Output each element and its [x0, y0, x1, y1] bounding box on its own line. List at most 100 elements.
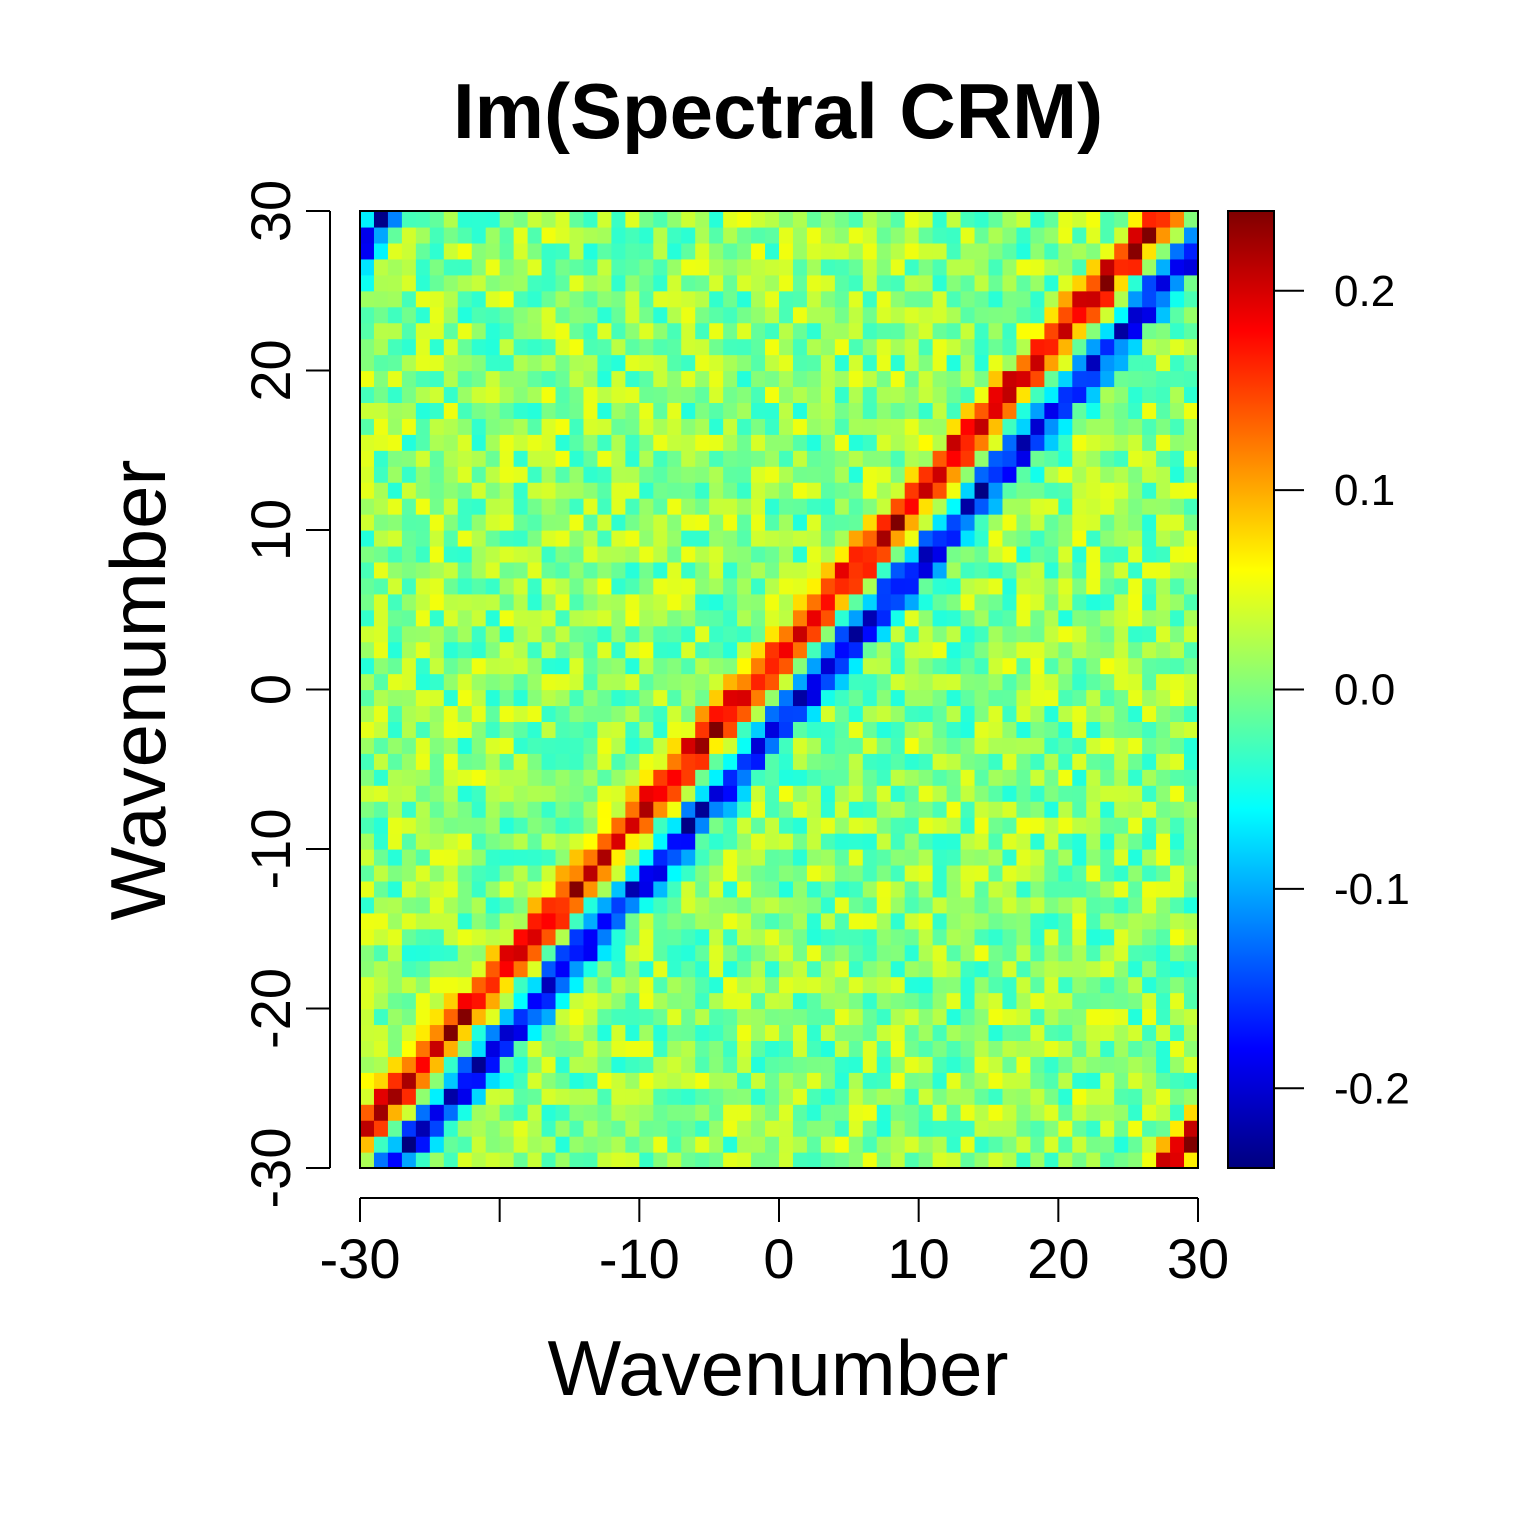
heatmap-cell — [527, 226, 543, 244]
heatmap-cell — [373, 386, 389, 403]
heatmap-cell — [1030, 769, 1045, 786]
heatmap-cell — [779, 1008, 794, 1026]
heatmap-cell — [667, 976, 682, 994]
heatmap-cell — [1156, 274, 1171, 292]
heatmap-cell — [820, 657, 836, 675]
heatmap-cell — [527, 386, 543, 403]
heatmap-cell — [401, 1088, 417, 1105]
heatmap-cell — [1170, 641, 1185, 659]
heatmap-cell — [1184, 370, 1199, 388]
heatmap-cell — [541, 290, 557, 308]
heatmap-cell — [1114, 992, 1129, 1010]
heatmap-cell — [1114, 960, 1129, 978]
heatmap-cell — [429, 530, 445, 547]
heatmap-cell — [1030, 306, 1045, 324]
heatmap-cell — [848, 450, 864, 467]
heatmap-cell — [401, 418, 417, 435]
heatmap-cell — [1030, 960, 1045, 978]
heatmap-cell — [597, 705, 612, 722]
heatmap-cell — [737, 593, 752, 611]
heatmap-cell — [1072, 258, 1087, 276]
heatmap-cell — [387, 801, 403, 818]
heatmap-cell — [597, 849, 612, 866]
heatmap-cell — [1058, 514, 1073, 531]
heatmap-cell — [695, 737, 710, 754]
heatmap-cell — [974, 641, 990, 659]
heatmap-cell — [401, 833, 417, 850]
heatmap-cell — [485, 1008, 501, 1026]
heatmap-cell — [974, 960, 990, 978]
heatmap-cell — [667, 1072, 682, 1089]
heatmap-cell — [1072, 577, 1087, 595]
heatmap-cell — [513, 290, 529, 308]
heatmap-cell — [695, 1024, 710, 1041]
heatmap-cell — [611, 1072, 626, 1089]
heatmap-cell — [457, 530, 473, 547]
heatmap-cell — [597, 466, 612, 483]
heatmap-cell — [387, 450, 403, 467]
heatmap-cell — [569, 561, 585, 579]
heatmap-cell — [890, 785, 906, 802]
heatmap-cell — [415, 689, 431, 707]
heatmap-cell — [1030, 593, 1045, 611]
heatmap-cell — [806, 705, 822, 722]
heatmap-cell — [1170, 1088, 1185, 1105]
heatmap-cell — [792, 705, 808, 722]
heatmap-cell — [988, 864, 1004, 882]
heatmap-cell — [751, 258, 766, 276]
heatmap-cell — [527, 785, 543, 802]
heatmap-cell — [820, 402, 836, 419]
heatmap-cell — [597, 306, 612, 324]
heatmap-cell — [695, 290, 710, 308]
heatmap-cell — [695, 514, 710, 531]
heatmap-cell — [695, 1008, 710, 1026]
heatmap-cell — [373, 976, 389, 994]
heatmap-cell — [555, 545, 571, 563]
heatmap-cell — [485, 928, 501, 946]
heatmap-cell — [1156, 514, 1171, 531]
heatmap-cell — [527, 577, 543, 595]
heatmap-cell — [1100, 1072, 1115, 1089]
heatmap-cell — [555, 1024, 571, 1041]
heatmap-cell — [667, 1040, 682, 1057]
heatmap-cell — [611, 769, 626, 786]
heatmap-cell — [1114, 418, 1129, 435]
heatmap-cell — [1142, 402, 1157, 419]
heatmap-cell — [709, 242, 724, 260]
heatmap-cell — [1002, 322, 1018, 340]
heatmap-cell — [485, 992, 501, 1010]
heatmap-cell — [932, 625, 948, 643]
heatmap-cell — [415, 721, 431, 738]
heatmap-cell — [862, 593, 878, 611]
heatmap-cell — [1086, 801, 1101, 818]
heatmap-cell — [932, 833, 948, 850]
heatmap-cell — [471, 976, 487, 994]
heatmap-cell — [779, 593, 794, 611]
heatmap-cell — [611, 833, 626, 850]
heatmap-cell — [681, 801, 696, 818]
heatmap-cell — [946, 912, 962, 930]
heatmap-cell — [1142, 386, 1157, 403]
heatmap-cell — [360, 306, 375, 324]
heatmap-cell — [387, 354, 403, 372]
heatmap-cell — [876, 625, 892, 643]
heatmap-cell — [625, 801, 640, 818]
heatmap-cell — [1100, 705, 1115, 722]
heatmap-cell — [1170, 242, 1185, 260]
heatmap-cell — [751, 354, 766, 372]
heatmap-cell — [555, 864, 571, 882]
heatmap-cell — [569, 641, 585, 659]
heatmap-cell — [569, 242, 585, 260]
heatmap-cell — [1044, 1008, 1059, 1026]
heatmap-cell — [1044, 912, 1059, 930]
heatmap-cell — [890, 1072, 906, 1089]
heatmap-cell — [960, 306, 976, 324]
heatmap-cell — [569, 992, 585, 1010]
heatmap-cell — [765, 593, 780, 611]
heatmap-cell — [1114, 1136, 1129, 1153]
heatmap-cell — [918, 657, 934, 675]
heatmap-cell — [625, 482, 640, 499]
heatmap-cell — [834, 1088, 850, 1105]
heatmap-cell — [415, 928, 431, 946]
heatmap-cell — [1114, 242, 1129, 260]
